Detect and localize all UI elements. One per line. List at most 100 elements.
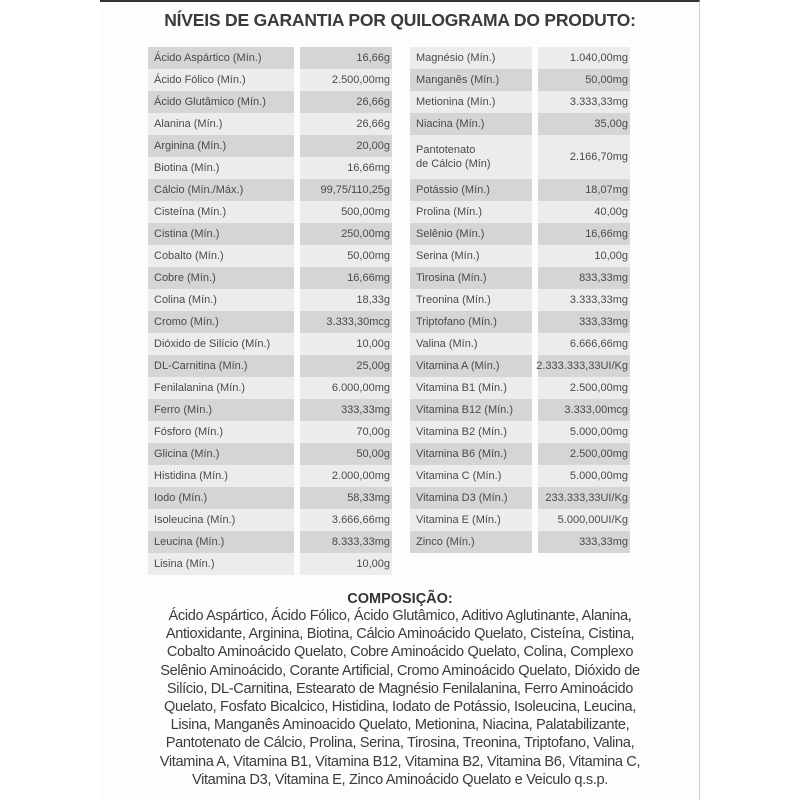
nutrient-label: Isoleucina (Mín.) (148, 509, 294, 531)
nutrient-label: Magnésio (Mín.) (410, 47, 532, 69)
nutrient-label: Vitamina C (Mín.) (410, 465, 532, 487)
nutrient-value: 26,66g (300, 91, 392, 113)
nutrient-value: 2.500,00mg (538, 377, 630, 399)
nutrient-value: 40,00g (538, 201, 630, 223)
nutrient-value: 3.666,66mg (300, 509, 392, 531)
nutrient-value: 16,66g (300, 47, 392, 69)
nutrient-label: Cisteína (Mín.) (148, 201, 294, 223)
composition-line: Cobalto Aminoácido Quelato, Cobre Aminoá… (166, 644, 634, 661)
nutrient-value: 50,00g (300, 443, 392, 465)
nutrient-label: Zinco (Mín.) (410, 531, 532, 553)
nutrient-value: 6.000,00mg (300, 377, 392, 399)
nutrient-value: 5.000,00UI/Kg (538, 509, 630, 531)
composition-line: Vitamina D3, Vitamina E, Zinco Aminoácid… (191, 771, 609, 788)
nutrient-label: DL-Carnitina (Mín.) (148, 355, 294, 377)
nutrient-label: Tirosina (Mín.) (410, 267, 532, 289)
nutrient-value: 50,00mg (300, 245, 392, 267)
nutrient-label: Histidina (Mín.) (148, 465, 294, 487)
nutrient-label: Treonina (Mín.) (410, 289, 532, 311)
composition-title: COMPOSIÇÃO: (347, 591, 453, 607)
nutrient-label: Selênio (Mín.) (410, 223, 532, 245)
nutrient-value: 2.333.333,33UI/Kg (536, 355, 630, 377)
nutrient-value: 18,33g (300, 289, 392, 311)
nutrient-label: Vitamina E (Mín.) (410, 509, 532, 531)
nutrient-value: 2.166,70mg (538, 135, 630, 179)
nutrient-value: 2.000,00mg (300, 465, 392, 487)
nutrient-label: Cálcio (Mín./Máx.) (148, 179, 294, 201)
nutrient-label: Ácido Fólico (Mín.) (148, 69, 294, 91)
nutrient-value: 333,33mg (538, 311, 630, 333)
nutrient-label: Ácido Glutâmico (Mín.) (148, 91, 294, 113)
nutrient-label: Dióxido de Silício (Mín.) (148, 333, 294, 355)
nutrient-value: 333,33mg (538, 531, 630, 553)
nutrient-value: 5.000,00mg (538, 421, 630, 443)
nutrient-label: Alanina (Mín.) (148, 113, 294, 135)
nutrient-label: Biotina (Mín.) (148, 157, 294, 179)
nutrient-label: Cistina (Mín.) (148, 223, 294, 245)
nutrient-value: 8.333,33mg (300, 531, 392, 553)
nutrient-value: 3.333,33mg (538, 289, 630, 311)
nutrient-label: Cobalto (Mín.) (148, 245, 294, 267)
composition-line: Pantotenato de Cálcio, Prolina, Serina, … (165, 735, 635, 752)
nutrient-value: 3.333,33mg (538, 91, 630, 113)
nutrient-value: 26,66g (300, 113, 392, 135)
nutrient-value: 250,00mg (300, 223, 392, 245)
nutrient-value: 3.333,00mcg (538, 399, 630, 421)
nutrient-value: 833,33mg (538, 267, 630, 289)
nutrient-label: Serina (Mín.) (410, 245, 532, 267)
nutrient-label: Valina (Mín.) (410, 333, 532, 355)
nutrient-label: Fósforo (Mín.) (148, 421, 294, 443)
nutrient-value: 10,00g (538, 245, 630, 267)
nutrient-value: 18,07mg (538, 179, 630, 201)
nutrient-value: 10,00g (300, 553, 392, 575)
nutrient-label: Vitamina B12 (Mín.) (410, 399, 532, 421)
nutrient-label: Cromo (Mín.) (148, 311, 294, 333)
nutrient-label: Vitamina B6 (Mín.) (410, 443, 532, 465)
nutrient-label: Vitamina B2 (Mín.) (410, 421, 532, 443)
nutrient-value: 25,00g (300, 355, 392, 377)
nutrient-label: Vitamina A (Mín.) (410, 355, 532, 377)
nutrient-value: 20,00g (300, 135, 392, 157)
nutrient-value: 2.500,00mg (300, 69, 392, 91)
nutrient-label: Potássio (Mín.) (410, 179, 532, 201)
nutrient-label: Metionina (Mín.) (410, 91, 532, 113)
composition-line: Vitamina A, Vitamina B1, Vitamina B12, V… (159, 753, 641, 770)
nutrient-value: 500,00mg (300, 201, 392, 223)
nutrient-label: Vitamina D3 (Mín.) (410, 487, 532, 509)
nutrient-value: 233.333,33UI/Kg (538, 487, 630, 509)
nutrient-value: 1.040,00mg (538, 47, 630, 69)
nutrient-label: Niacina (Mín.) (410, 113, 532, 135)
composition-line: Ácido Aspártico, Ácido Fólico, Ácido Glu… (168, 608, 632, 624)
nutrient-value: 5.000,00mg (538, 465, 630, 487)
nutrient-label: Fenilalanina (Mín.) (148, 377, 294, 399)
nutrient-label: Ácido Aspártico (Mín.) (148, 47, 294, 69)
nutrient-label: Vitamina B1 (Mín.) (410, 377, 532, 399)
nutrient-value: 70,00g (300, 421, 392, 443)
composition-line: Selênio Aminoácido, Corante Artificial, … (160, 662, 640, 679)
nutrient-label: Colina (Mín.) (148, 289, 294, 311)
nutrient-label: Arginina (Mín.) (148, 135, 294, 157)
nutrient-label: Iodo (Mín.) (148, 487, 294, 509)
nutrient-value: 58,33mg (300, 487, 392, 509)
nutrient-value: 16,66mg (538, 223, 630, 245)
composition-text: Ácido Aspártico, Ácido Fólico, Ácido Glu… (100, 607, 700, 789)
page-title: NÍVEIS DE GARANTIA POR QUILOGRAMA DO PRO… (164, 10, 636, 30)
nutrient-label: Ferro (Mín.) (148, 399, 294, 421)
nutrient-label: Glicina (Mín.) (148, 443, 294, 465)
nutrient-label: Pantotenato de Cálcio (Mín) (410, 135, 532, 179)
nutrient-value: 50,00mg (538, 69, 630, 91)
nutrient-label: Prolina (Mín.) (410, 201, 532, 223)
nutrient-label: Lisina (Mín.) (148, 553, 294, 575)
composition-line: Quelato, Fosfato Bicalcico, Histidina, I… (163, 699, 637, 716)
nutrient-label: Triptofano (Mín.) (410, 311, 532, 333)
nutrient-value: 2.500,00mg (538, 443, 630, 465)
nutrient-label: Leucina (Mín.) (148, 531, 294, 553)
nutrient-value: 16,66mg (300, 267, 392, 289)
nutrient-value: 99,75/110,25g (300, 179, 392, 201)
nutrient-label: Manganês (Mín.) (410, 69, 532, 91)
nutrient-value: 333,33mg (300, 399, 392, 421)
composition-line: Lisina, Manganês Aminoacido Quelato, Met… (170, 717, 630, 734)
composition-line: Silício, DL-Carnitina, Estearato de Magn… (166, 680, 634, 697)
nutrient-value: 35,00g (538, 113, 630, 135)
product-label: NÍVEIS DE GARANTIA POR QUILOGRAMA DO PRO… (100, 0, 700, 800)
